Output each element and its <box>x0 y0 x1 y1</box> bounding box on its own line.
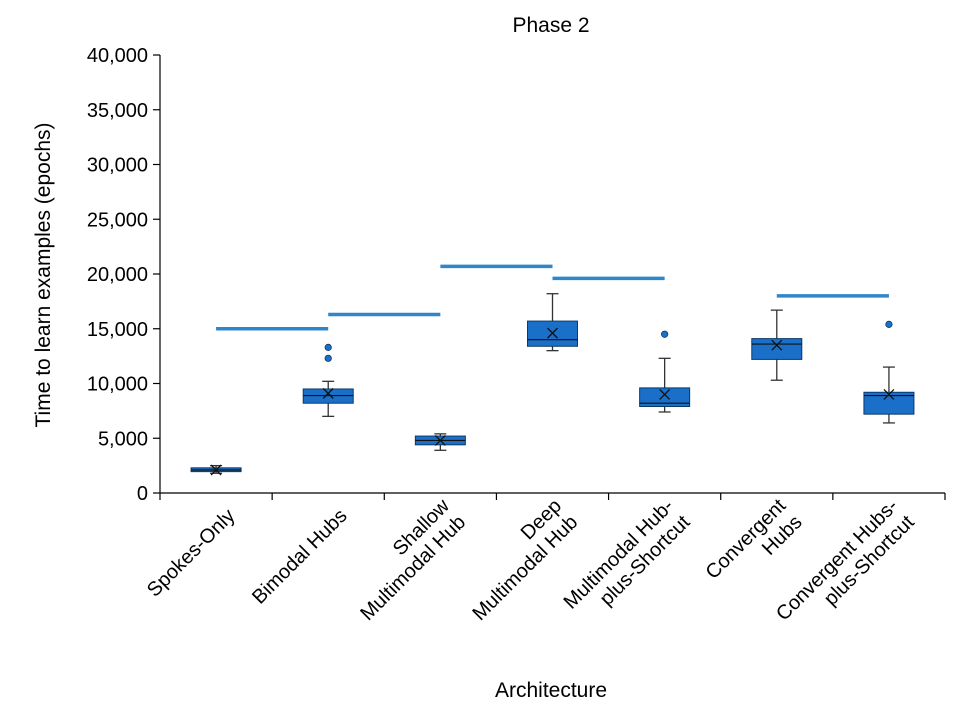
box-2 <box>302 343 354 418</box>
reference-lines <box>216 264 889 331</box>
box-7 <box>863 320 915 424</box>
mean-marker <box>210 464 222 476</box>
y-tick-label: 30,000 <box>87 155 148 177</box>
box-iqr <box>639 387 691 407</box>
chart-title: Phase 2 <box>512 14 589 37</box>
y-axis-ticks: 0 5,000 10,000 15,000 20,000 25,000 30,000 35,0… <box>87 45 160 505</box>
outlier-point <box>661 330 669 338</box>
x-tick-label: ConvergentHubs <box>702 495 807 600</box>
box-6 <box>751 309 803 381</box>
mean-marker <box>322 387 334 399</box>
y-tick-label: 15,000 <box>87 319 148 341</box>
x-axis-label: Architecture <box>495 679 607 702</box>
x-tick-label: Multimodal Hub-plus-Shortcut <box>560 495 695 630</box>
mean-marker <box>659 388 671 400</box>
box-5 <box>639 330 691 413</box>
mean-marker <box>547 327 558 339</box>
box-iqr <box>863 391 915 415</box>
outlier-point <box>885 320 893 328</box>
y-tick-label: 25,000 <box>87 209 148 231</box>
mean-marker <box>883 388 895 400</box>
x-axis-ticks: Spokes-Only Bimodal Hubs ShallowMultimodal… <box>143 493 946 630</box>
y-tick-label: 40,000 <box>87 45 148 67</box>
outlier-point <box>324 354 332 362</box>
boxes <box>190 293 915 476</box>
x-tick-label-line: Bimodal Hubs <box>248 505 352 609</box>
box-1 <box>190 464 242 476</box>
y-tick-label: 35,000 <box>87 100 148 122</box>
mean-marker <box>771 339 783 351</box>
x-tick-label: Spokes-Only <box>143 505 240 602</box>
x-tick-label: DeepMultimodal Hub <box>452 495 582 625</box>
outlier-point <box>324 343 332 351</box>
axes <box>159 55 945 494</box>
x-tick-label: ShallowMultimodal Hub <box>340 495 470 625</box>
y-tick-label: 20,000 <box>87 264 148 286</box>
x-tick-label-line: Spokes-Only <box>143 505 240 602</box>
x-tick-label: Bimodal Hubs <box>248 505 352 609</box>
y-tick-label: 10,000 <box>87 374 148 396</box>
y-axis-label: Time to learn examples (epochs) <box>32 122 55 427</box>
box-4 <box>527 293 578 352</box>
box-iqr <box>751 338 803 360</box>
box-3 <box>414 433 466 451</box>
y-tick-label: 0 <box>137 483 148 505</box>
y-tick-label: 5,000 <box>98 428 148 450</box>
mean-marker <box>434 434 446 446</box>
